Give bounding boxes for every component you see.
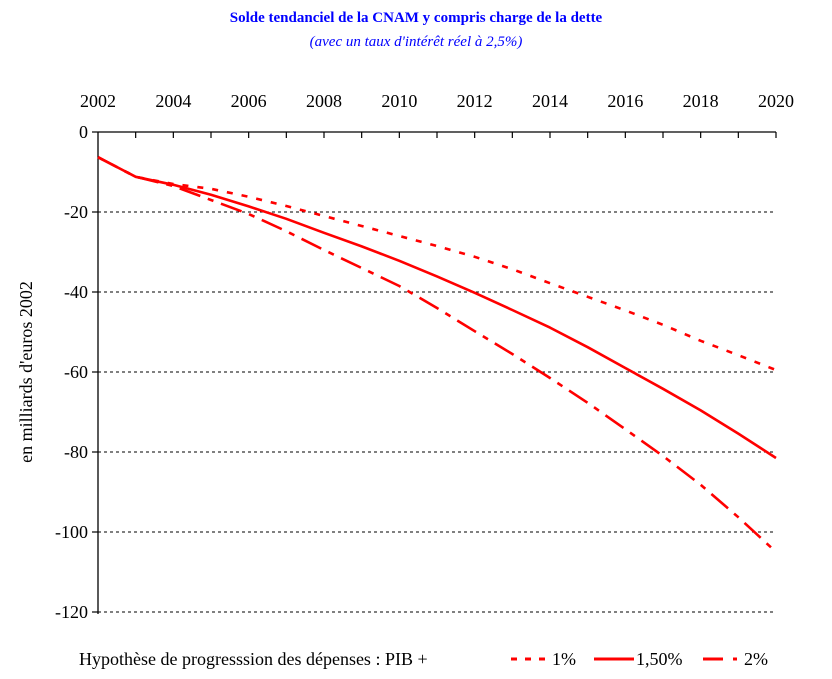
y-axis-label: en milliards d'euros 2002 xyxy=(16,281,36,463)
y-tick-label: -40 xyxy=(64,282,88,302)
x-tick-label: 2008 xyxy=(306,91,342,111)
y-tick-label: -120 xyxy=(55,602,88,622)
y-tick-label: -60 xyxy=(64,362,88,382)
legend-label: 1,50% xyxy=(636,649,683,669)
series-line-150 xyxy=(97,156,777,460)
x-tick-label: 2018 xyxy=(683,91,719,111)
x-tick-label: 2014 xyxy=(532,91,568,111)
y-tick-label: -100 xyxy=(55,522,88,542)
y-axis-ticks: 0 -20 -40 -60 -80 -100 -120 xyxy=(55,122,98,622)
x-axis-ticks: 2002 2004 2006 2008 2010 2012 2014 2016 2018 2020 xyxy=(80,91,794,138)
x-tick-label: 2012 xyxy=(457,91,493,111)
y-tick-label: -80 xyxy=(64,442,88,462)
x-tick-label: 2016 xyxy=(607,91,643,111)
legend: Hypothèse de progresssion des dépenses :… xyxy=(79,649,768,669)
x-tick-label: 2004 xyxy=(155,91,191,111)
axes xyxy=(97,131,776,614)
y-tick-label: -20 xyxy=(64,202,88,222)
legend-label: 1% xyxy=(552,649,576,669)
x-tick-label: 2010 xyxy=(381,91,417,111)
series-line-1 xyxy=(97,156,777,372)
series-line-2 xyxy=(97,156,777,553)
legend-label: 2% xyxy=(744,649,768,669)
x-tick-label: 2006 xyxy=(231,91,267,111)
gridlines xyxy=(98,211,776,613)
y-tick-label: 0 xyxy=(79,122,88,142)
series-lines xyxy=(97,156,777,553)
chart-subtitle: (avec un taux d'intérêt réel à 2,5%) xyxy=(309,34,523,50)
chart-title: Solde tendanciel de la CNAM y compris ch… xyxy=(229,10,603,26)
x-tick-label: 2020 xyxy=(758,91,794,111)
legend-prefix: Hypothèse de progresssion des dépenses :… xyxy=(79,649,428,669)
x-tick-label: 2002 xyxy=(80,91,116,111)
